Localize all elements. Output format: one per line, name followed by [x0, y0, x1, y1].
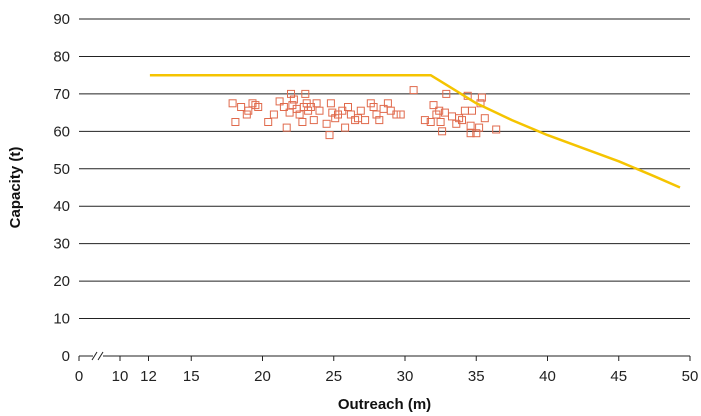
scatter-point: [244, 106, 253, 115]
y-tick-label: 50: [53, 161, 70, 178]
scatter-point: [409, 86, 418, 95]
x-tick-label: 35: [468, 368, 485, 385]
scatter-point: [442, 89, 451, 98]
scatter-point: [420, 116, 429, 125]
scatter-point: [341, 123, 350, 132]
scatter-point: [228, 99, 237, 108]
x-tick-label: 0: [75, 368, 83, 385]
scatter-point: [282, 123, 291, 132]
scatter-point: [468, 106, 476, 115]
scatter-point: [460, 106, 469, 115]
scatter-point: [237, 103, 246, 111]
scatter-point: [458, 116, 466, 125]
x-tick-label: 10: [112, 368, 129, 385]
scatter-point: [426, 118, 435, 126]
x-tick-label: 50: [682, 368, 699, 385]
y-tick-label: 20: [53, 273, 70, 290]
scatter-point: [301, 89, 310, 98]
scatter-point: [289, 95, 298, 104]
scatter-point: [472, 129, 481, 138]
scatter-point: [438, 127, 447, 136]
axis-break-mark: [91, 351, 98, 361]
scatter-point: [315, 106, 324, 115]
x-tick-label: 40: [539, 368, 556, 385]
scatter-point: [455, 114, 464, 123]
scatter-point: [356, 106, 365, 115]
scatter-point: [435, 106, 444, 115]
x-tick-label: 30: [397, 368, 414, 385]
x-axis: [78, 351, 691, 361]
y-axis-title: Capacity (t): [7, 147, 24, 229]
y-tick-label: 40: [53, 198, 70, 215]
scatter-point: [254, 103, 263, 111]
gridlines: [79, 18, 690, 320]
scatter-point: [287, 89, 295, 98]
scatter-point: [351, 116, 360, 125]
scatter-point: [309, 116, 318, 125]
y-tick-label: 70: [53, 86, 70, 103]
scatter-point: [231, 118, 240, 126]
scatter-point: [477, 93, 486, 102]
axis-break-mark: [97, 351, 104, 361]
scatter-point: [361, 116, 370, 125]
scatter-point: [392, 110, 401, 119]
scatter-point: [325, 131, 334, 140]
capacity-curve-group: [149, 73, 681, 189]
y-tick-labels: 0 10 20 30 40 50 60 70 80 90: [53, 11, 70, 365]
scatter-point: [322, 119, 331, 128]
scatter-point: [354, 114, 362, 123]
x-tick-label: 12: [140, 368, 157, 385]
capacity-curve: [149, 73, 681, 189]
scatter-point: [279, 103, 288, 111]
x-tick-labels: 0 10 12 15 20 25 30 35 40 45 50: [75, 368, 699, 385]
scatter-point: [326, 99, 335, 108]
y-tick-label: 60: [53, 123, 70, 140]
scatter-point: [298, 118, 307, 126]
scatter-point: [436, 118, 445, 126]
scatter-point: [375, 116, 384, 125]
scatter-point: [269, 110, 278, 119]
y-tick-label: 10: [53, 311, 70, 328]
x-tick-label: 25: [325, 368, 342, 385]
scatter-point: [448, 112, 456, 121]
scatter-point: [429, 101, 438, 110]
scatter-point: [372, 110, 381, 119]
scatter-point: [492, 125, 501, 134]
x-tick-label: 45: [610, 368, 627, 385]
scatter-point: [475, 123, 484, 132]
y-tick-label: 30: [53, 236, 70, 253]
scatter-point: [466, 121, 475, 130]
scatter-points: [228, 86, 501, 140]
scatter-point: [275, 97, 284, 106]
scatter-point: [480, 114, 489, 123]
scatter-point: [264, 118, 273, 126]
x-tick-label: 15: [183, 368, 200, 385]
scatter-point: [466, 129, 475, 138]
x-axis-title: Outreach (m): [338, 396, 431, 413]
x-tick-label: 20: [254, 368, 271, 385]
y-tick-label: 90: [53, 11, 70, 28]
y-tick-label: 0: [62, 348, 70, 365]
scatter-point: [251, 101, 260, 110]
scatter-point: [396, 110, 405, 119]
scatter-point: [328, 108, 337, 117]
y-tick-label: 80: [53, 48, 70, 65]
